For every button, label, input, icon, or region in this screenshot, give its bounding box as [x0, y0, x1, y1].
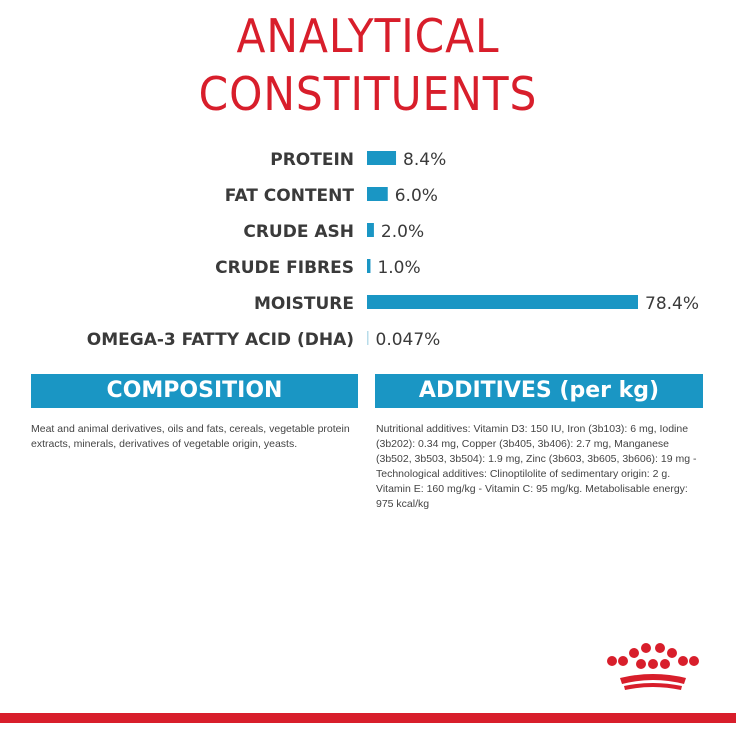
category-label: FAT CONTENT — [225, 186, 355, 206]
bar — [367, 259, 371, 273]
value-label: 2.0% — [381, 222, 424, 242]
analytical-constituents-chart: PROTEIN 8.4% FAT CONTENT 6.0% CRUDE ASH 2.0% C… — [87, 150, 699, 350]
bar — [367, 331, 369, 345]
composition-text: Meat and animal derivatives, oils and fa… — [31, 423, 350, 450]
composition-heading: COMPOSITION — [31, 374, 358, 408]
crown-icon — [607, 643, 699, 690]
value-label: 6.0% — [395, 186, 438, 206]
value-label: 0.047% — [376, 330, 441, 350]
category-label: PROTEIN — [270, 150, 354, 170]
category-label: CRUDE ASH — [243, 222, 354, 242]
value-label: 1.0% — [377, 258, 420, 278]
additives-text: Nutritional additives: Vitamin D3: 150 I… — [376, 423, 697, 510]
title-line-2: CONSTITUENTS — [198, 67, 538, 121]
bar — [367, 151, 397, 165]
category-label: OMEGA-3 FATTY ACID (DHA) — [87, 330, 354, 350]
bottom-red-bar — [0, 713, 736, 723]
value-label: 8.4% — [403, 150, 446, 170]
title-line-1: ANALYTICAL — [236, 9, 500, 63]
additives-heading: ADDITIVES (per kg) — [375, 374, 703, 408]
value-label: 78.4% — [645, 294, 699, 314]
bar — [367, 295, 638, 309]
category-label: MOISTURE — [254, 294, 354, 314]
bar — [367, 187, 388, 201]
category-label: CRUDE FIBRES — [215, 258, 354, 278]
bar — [367, 223, 374, 237]
